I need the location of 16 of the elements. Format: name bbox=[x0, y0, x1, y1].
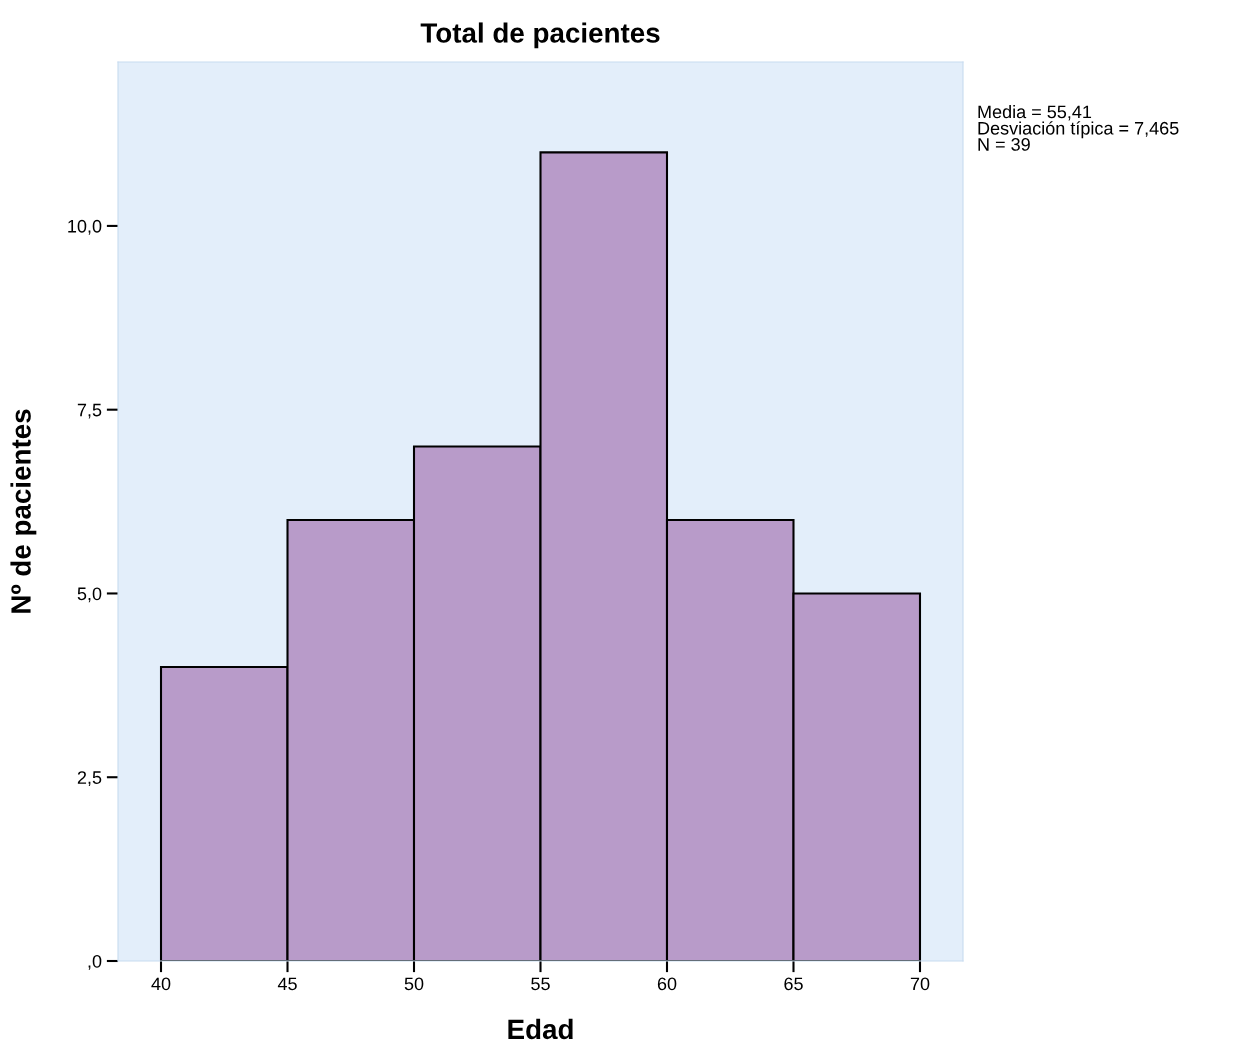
text: Media = 55,41 Desviación típica = 7,465 N = 39 bbox=[978, 105, 1179, 151]
x-axis-title: Edad bbox=[508, 1018, 573, 1040]
y-tick-label: 10,0 bbox=[68, 219, 102, 235]
x-tick-label: 60 bbox=[657, 977, 677, 991]
y-tick-label: ,0 bbox=[88, 954, 102, 970]
chart-title: Total de pacientes bbox=[420, 22, 660, 49]
y-tick-label: 7,5 bbox=[77, 403, 102, 419]
x-tick-label: 50 bbox=[404, 977, 424, 991]
y-axis-title: Nº de pacientes bbox=[10, 409, 37, 613]
x-tick-label: 65 bbox=[784, 977, 803, 991]
x-tick-label: 70 bbox=[910, 977, 930, 991]
x-tick-label: 45 bbox=[277, 977, 297, 991]
y-tick-label: 5,0 bbox=[77, 587, 102, 603]
x-tick-label: 55 bbox=[531, 977, 550, 991]
y-tick-label: 2,5 bbox=[77, 771, 102, 787]
x-tick-label: 40 bbox=[151, 977, 171, 991]
